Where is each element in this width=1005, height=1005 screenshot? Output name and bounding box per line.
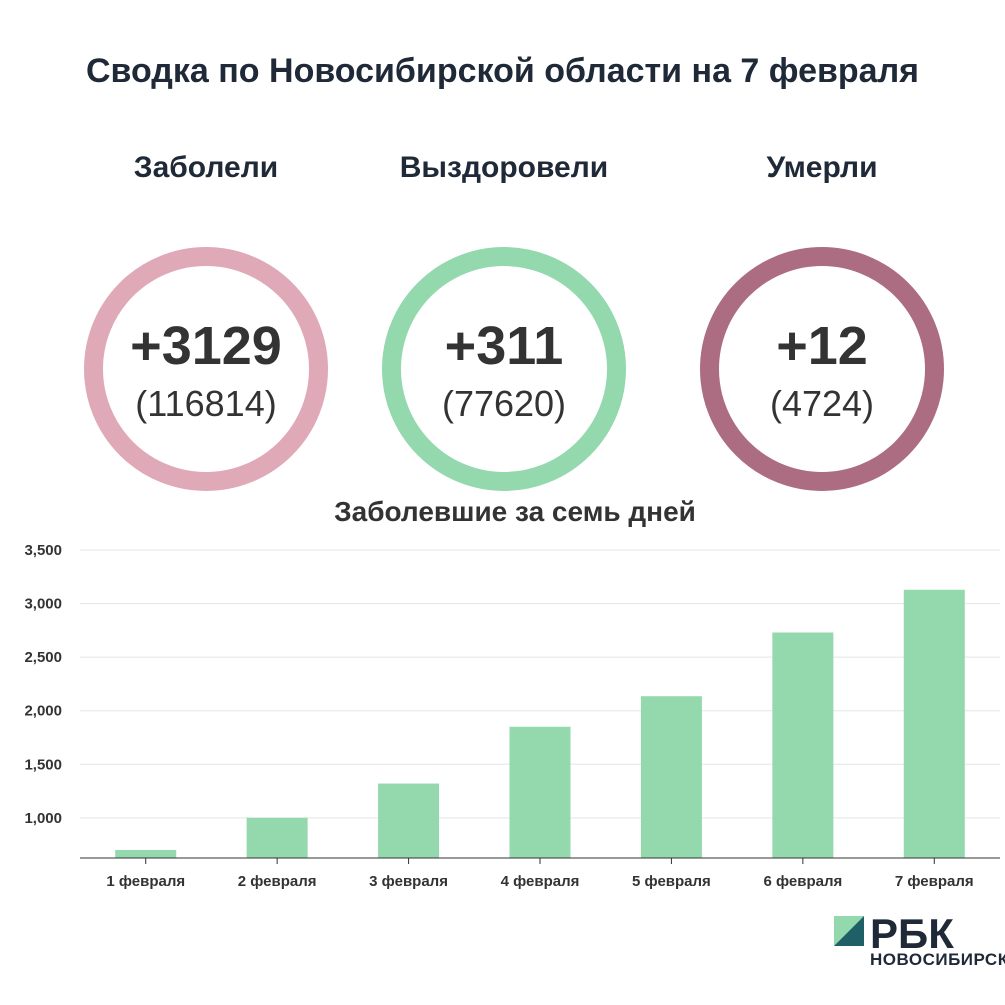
y-tick-label: 1,000 — [24, 810, 62, 827]
bar — [509, 726, 571, 858]
y-tick-label: 2,500 — [24, 649, 62, 666]
deaths-ring: +12 (4724) — [700, 247, 944, 491]
chart-title: Заболевшие за семь дней — [334, 496, 696, 527]
deaths-delta: +12 — [776, 316, 868, 376]
bar-chart: 1,000 1,500 2,000 2,500 3,000 3,500 1 февраля 2… — [24, 542, 1000, 890]
stat-recovered: Выздоровели +311 (77620) — [374, 150, 634, 491]
page-title: Сводка по Новосибирской области на 7 фев… — [85, 52, 920, 90]
stat-label: Умерли — [766, 151, 878, 184]
bar — [115, 849, 177, 858]
recovered-ring: +311 (77620) — [382, 247, 626, 491]
rbc-logo: РБК НОВОСИБИРСК — [834, 910, 1005, 976]
recovered-delta: +311 — [444, 316, 564, 376]
x-tick-label: 6 февраля — [763, 873, 842, 890]
x-tick-label: 7 февраля — [895, 873, 974, 890]
logo-subtitle: НОВОСИБИРСК — [870, 950, 1005, 969]
x-tick-label: 4 февраля — [501, 873, 580, 890]
recovered-total: (77620) — [441, 383, 567, 424]
bar — [903, 589, 965, 858]
x-tick-label: 5 февраля — [632, 873, 711, 890]
stat-label: Заболели — [133, 151, 279, 184]
logo-brand: РБК — [870, 910, 954, 957]
x-tick-label: 2 февраля — [238, 873, 317, 890]
deaths-total: (4724) — [769, 383, 875, 424]
stat-deaths: Умерли +12 (4724) — [692, 150, 952, 491]
infected-ring: +3129 (116814) — [84, 247, 328, 491]
infected-total: (116814) — [135, 383, 277, 424]
bar — [246, 817, 308, 858]
stat-label: Выздоровели — [399, 151, 609, 184]
x-tick-label: 3 февраля — [369, 873, 448, 890]
rbc-logo-icon — [834, 916, 864, 946]
y-tick-label: 3,500 — [24, 542, 62, 559]
infected-delta: +3129 — [130, 316, 282, 376]
bar — [772, 632, 834, 858]
y-tick-label: 3,000 — [24, 596, 62, 613]
bar — [378, 783, 440, 858]
bar — [640, 696, 702, 858]
y-tick-label: 2,000 — [24, 703, 62, 720]
x-tick-label: 1 февраля — [106, 873, 185, 890]
y-tick-label: 1,500 — [24, 756, 62, 773]
stat-infected: Заболели +3129 (116814) — [76, 150, 336, 491]
